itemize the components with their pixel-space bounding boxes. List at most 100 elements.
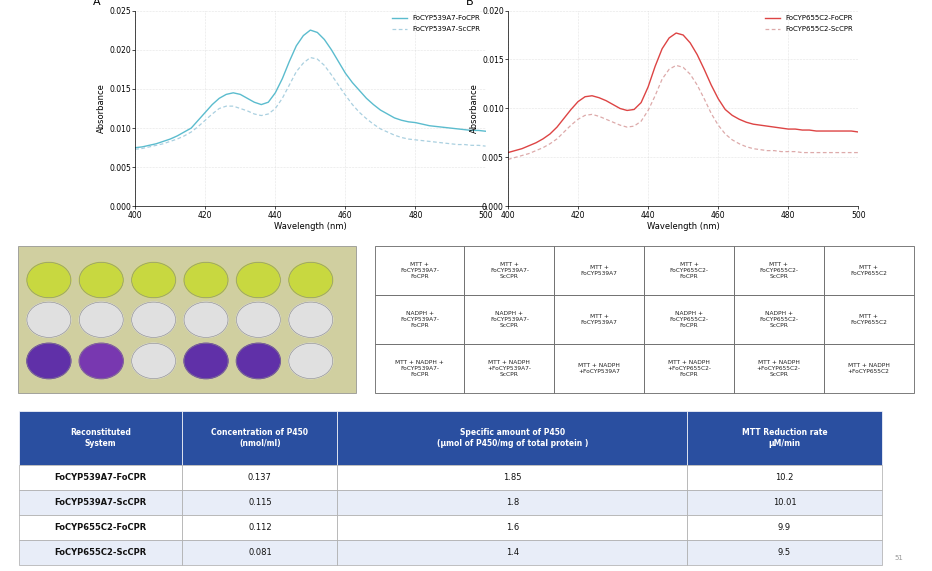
FoCYP539A7-FoCPR: [207, 101, 218, 108]
Ellipse shape: [79, 263, 123, 297]
Text: MTT +
FoCYP539A7-
FoCPR: MTT + FoCYP539A7- FoCPR: [400, 263, 439, 279]
Ellipse shape: [289, 302, 333, 337]
Text: Concentration of P450
(nmol/ml): Concentration of P450 (nmol/ml): [212, 428, 308, 448]
Text: 9.5: 9.5: [778, 548, 791, 557]
Bar: [687, 490, 882, 515]
Y-axis label: Absorbance: Absorbance: [97, 83, 106, 134]
Text: MTT +
FoCYP539A7: MTT + FoCYP539A7: [581, 266, 618, 276]
Bar: [824, 246, 913, 295]
Bar: [644, 246, 733, 295]
FoCYP655C2-ScCPR: [853, 149, 864, 156]
Text: NADPH +
FoCYP655C2-
ScCPR: NADPH + FoCYP655C2- ScCPR: [760, 311, 799, 328]
Ellipse shape: [184, 263, 228, 297]
Text: MTT +
FoCYP655C2: MTT + FoCYP655C2: [850, 266, 887, 276]
FoCYP539A7-FoCPR: [389, 114, 400, 121]
FoCYP539A7-ScCPR: [473, 142, 484, 149]
FoCYP539A7-ScCPR: [389, 132, 400, 139]
Text: FoCYP539A7-FoCPR: FoCYP539A7-FoCPR: [54, 473, 146, 482]
FoCYP539A7-FoCPR: [241, 95, 253, 102]
Line: FoCYP655C2-FoCPR: FoCYP655C2-FoCPR: [508, 33, 858, 152]
Text: 0.115: 0.115: [248, 498, 272, 507]
Bar: [19, 490, 183, 515]
FoCYP655C2-FoCPR: [853, 128, 864, 135]
Ellipse shape: [237, 302, 281, 337]
FoCYP539A7-FoCPR: [480, 128, 491, 135]
FoCYP539A7-ScCPR: [241, 107, 253, 114]
Line: FoCYP539A7-ScCPR: FoCYP539A7-ScCPR: [135, 58, 486, 149]
Bar: [19, 246, 356, 393]
Ellipse shape: [27, 343, 71, 379]
Text: 1.4: 1.4: [506, 548, 519, 557]
Bar: [687, 515, 882, 540]
Text: MTT + NADPH +
FoCYP539A7-
FoCPR: MTT + NADPH + FoCYP539A7- FoCPR: [395, 360, 444, 377]
Ellipse shape: [79, 302, 123, 337]
Bar: [183, 411, 337, 465]
Bar: [464, 246, 555, 295]
FoCYP539A7-FoCPR: [473, 127, 484, 134]
FoCYP539A7-ScCPR: [305, 54, 316, 61]
Bar: [375, 246, 464, 295]
Text: MTT + NADPH
+FoCYP655C2-
FoCPR: MTT + NADPH +FoCYP655C2- FoCPR: [667, 360, 711, 377]
Text: MTT +
FoCYP655C2-
FoCPR: MTT + FoCYP655C2- FoCPR: [669, 263, 708, 279]
Text: MTT + NADPH
+FoCYP539A7: MTT + NADPH +FoCYP539A7: [578, 363, 620, 374]
Bar: [824, 295, 913, 344]
FoCYP539A7-FoCPR: [368, 101, 379, 108]
Text: B: B: [466, 0, 473, 7]
FoCYP655C2-FoCPR: [761, 123, 773, 130]
Bar: [644, 344, 733, 393]
Text: FoCYP655C2-FoCPR: FoCYP655C2-FoCPR: [54, 523, 146, 532]
Bar: [183, 540, 337, 565]
Bar: [733, 344, 824, 393]
Bar: [687, 465, 882, 490]
Line: FoCYP655C2-ScCPR: FoCYP655C2-ScCPR: [508, 65, 858, 159]
Bar: [375, 344, 464, 393]
Bar: [687, 411, 882, 465]
Text: 10.01: 10.01: [773, 498, 796, 507]
Text: MTT + NADPH
+FoCYP539A7-
ScCPR: MTT + NADPH +FoCYP539A7- ScCPR: [487, 360, 531, 377]
FoCYP655C2-FoCPR: [845, 127, 857, 134]
Bar: [644, 295, 733, 344]
Bar: [337, 490, 687, 515]
Text: 10.2: 10.2: [775, 473, 794, 482]
FoCYP655C2-ScCPR: [580, 112, 591, 119]
Line: FoCYP539A7-FoCPR: FoCYP539A7-FoCPR: [135, 30, 486, 148]
Text: 0.112: 0.112: [248, 523, 272, 532]
Text: MTT +
FoCYP655C2: MTT + FoCYP655C2: [850, 315, 887, 325]
Text: 0.137: 0.137: [248, 473, 272, 482]
Text: MTT + NADPH
+FoCYP655C2: MTT + NADPH +FoCYP655C2: [848, 363, 889, 374]
FoCYP655C2-ScCPR: [614, 122, 625, 128]
Text: NADPH +
FoCYP539A7-
ScCPR: NADPH + FoCYP539A7- ScCPR: [490, 311, 528, 328]
Bar: [19, 411, 183, 465]
Bar: [19, 465, 183, 490]
Text: 9.9: 9.9: [778, 523, 791, 532]
FoCYP655C2-FoCPR: [502, 149, 514, 156]
Bar: [555, 344, 644, 393]
Y-axis label: Absorbance: Absorbance: [470, 83, 479, 134]
Ellipse shape: [184, 343, 228, 379]
Bar: [464, 295, 555, 344]
Text: 1.8: 1.8: [506, 498, 519, 507]
Bar: [555, 295, 644, 344]
Ellipse shape: [237, 343, 281, 379]
FoCYP655C2-ScCPR: [845, 149, 857, 156]
Ellipse shape: [289, 263, 333, 297]
Text: MTT +
FoCYP539A7-
ScCPR: MTT + FoCYP539A7- ScCPR: [490, 263, 528, 279]
FoCYP655C2-ScCPR: [761, 147, 773, 154]
FoCYP655C2-FoCPR: [608, 101, 619, 108]
Ellipse shape: [79, 343, 123, 379]
Bar: [733, 246, 824, 295]
FoCYP655C2-ScCPR: [608, 119, 619, 126]
Ellipse shape: [237, 263, 281, 297]
X-axis label: Wavelength (nm): Wavelength (nm): [274, 223, 347, 231]
Bar: [183, 515, 337, 540]
FoCYP539A7-ScCPR: [207, 111, 218, 118]
Text: Specific amount of P450
(μmol of P450/mg of total protein ): Specific amount of P450 (μmol of P450/mg…: [436, 428, 588, 448]
Legend: FoCYP539A7-FoCPR, FoCYP539A7-ScCPR: FoCYP539A7-FoCPR, FoCYP539A7-ScCPR: [391, 14, 482, 34]
Bar: [337, 540, 687, 565]
Bar: [555, 246, 644, 295]
Bar: [183, 490, 337, 515]
FoCYP655C2-ScCPR: [741, 143, 752, 150]
FoCYP539A7-FoCPR: [235, 91, 246, 98]
Text: FoCYP539A7-ScCPR: FoCYP539A7-ScCPR: [54, 498, 146, 507]
Bar: [183, 465, 337, 490]
